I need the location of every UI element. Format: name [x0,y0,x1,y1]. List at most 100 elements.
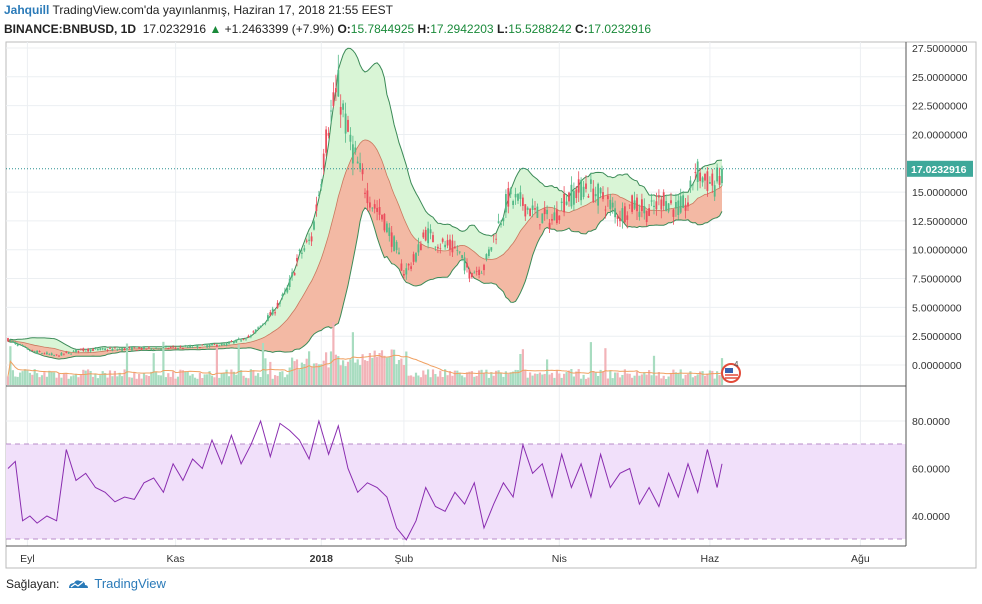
candle-body [631,195,633,212]
candle [602,186,604,202]
candle-body [694,172,697,173]
volume-bar [560,377,563,385]
volume-bar [327,367,330,385]
volume-bar [53,372,56,385]
volume-bar [36,373,39,385]
candle [543,201,546,221]
volume-bar [157,375,160,385]
volume-bar [691,377,694,385]
candle-body [228,342,230,344]
flag-icon[interactable]: 4 [721,360,741,383]
candle-body [716,167,718,182]
candle-body [284,290,286,292]
candle [342,100,344,118]
volume-bar [104,373,107,385]
volume-bar [363,360,367,385]
candle [458,251,461,255]
candle-body [607,195,609,200]
price-chart[interactable]: 27.5000000 25.0000000 22.5000000 20.0000000… [0,0,982,570]
candle [220,342,223,346]
candle-body [264,322,267,324]
candle [556,201,558,225]
volume-bar [541,374,544,385]
candle [313,219,315,231]
candle [199,346,201,349]
volume-bar [368,353,371,385]
candle-body [548,222,551,229]
candle-body [427,228,429,244]
candle-body [636,197,638,212]
candle-body [259,325,262,328]
volume-bar [490,372,493,385]
candle [597,182,599,214]
candle [590,172,592,193]
candle [235,339,238,343]
volume-bar [315,363,318,385]
tradingview-logo[interactable]: TradingView [67,576,166,591]
volume-bar [11,370,14,385]
rsi-axis[interactable]: 80.0000 60.0000 40.0000 [912,416,950,523]
candle-body [670,200,672,204]
author-name[interactable]: Jahquill [4,3,50,17]
candle-body [186,346,189,348]
candle-body [466,263,468,268]
time-axis[interactable]: Eyl Kas 2018 Şub Nis Haz Ağu [20,553,870,565]
candle [233,340,235,345]
candle [524,204,527,221]
candle [558,215,561,224]
volume-bar [339,365,342,385]
candle-body [449,239,451,250]
candle-body [257,327,259,329]
candle-body [21,345,24,346]
candle [420,240,422,251]
candle-body [667,203,670,212]
candle-body [101,348,104,350]
candle-body [480,272,483,274]
candle [611,197,614,214]
candle-body [349,134,352,142]
up-arrow-icon: ▲ [209,22,222,36]
volume-bar [533,373,537,385]
volume-bar [439,370,442,385]
candle-body [82,348,85,351]
volume-bar [79,374,82,385]
candle [325,126,327,157]
candle [628,204,631,209]
volume-bar [393,349,396,385]
candle-body [155,348,157,349]
volume-bar [135,378,138,385]
candle-body [437,246,439,249]
candle [582,181,585,200]
candle-body [291,272,293,277]
volume-bar [169,376,172,385]
candle-body [237,338,240,340]
candle-body [276,302,279,308]
candle [344,102,347,143]
candle-body [541,213,544,224]
candle-body [560,201,563,203]
volume-bar [655,375,658,385]
candle-body [463,257,466,271]
price-change: +1.2463399 (+7.9%) [224,22,335,36]
price-axis[interactable]: 27.5000000 25.0000000 22.5000000 20.0000000… [912,43,968,372]
candle-body [337,70,340,97]
volume-bar [62,373,65,385]
volume-bar [509,372,512,385]
candle [718,167,721,188]
candle [660,195,663,219]
candle-body [89,349,92,352]
candle-body [575,189,578,198]
volume-bar [111,376,114,385]
candle [310,232,313,246]
candle [46,351,48,355]
volume-bar [257,373,260,385]
volume-bar [130,377,133,385]
candle [364,188,366,199]
candle [339,94,342,128]
candle-body [118,348,121,350]
candle [84,350,87,352]
volume-bar [567,370,571,385]
candle-body [558,215,561,221]
candle [517,193,519,204]
candle-body [126,348,128,350]
